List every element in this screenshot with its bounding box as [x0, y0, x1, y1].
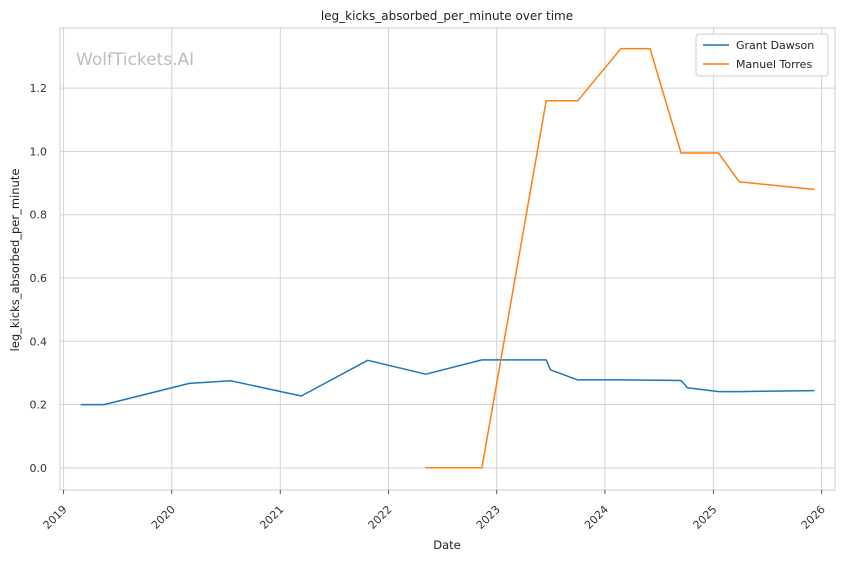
- series-line-manuel-torres: [425, 47, 815, 469]
- y-tick-label: 0.2: [30, 399, 48, 412]
- y-tick-label: 0.4: [30, 335, 48, 348]
- y-axis-title: leg_kicks_absorbed_per_minute: [8, 169, 22, 352]
- series-line-grant-dawson: [80, 359, 815, 406]
- y-tick-label: 0.0: [30, 462, 48, 475]
- x-axis-title: Date: [433, 538, 461, 552]
- legend-label: Grant Dawson: [736, 39, 814, 52]
- y-tick-label: 1.2: [30, 82, 48, 95]
- grid: [60, 28, 835, 490]
- y-tick-label: 0.8: [30, 209, 48, 222]
- legend: Grant Dawson Manuel Torres: [695, 33, 829, 77]
- watermark: WolfTickets.AI: [76, 50, 194, 70]
- y-tick-label: 1.0: [30, 145, 48, 158]
- chart-title: leg_kicks_absorbed_per_minute over time: [321, 9, 573, 23]
- plot-area-frame: [59, 27, 836, 491]
- series-layer: [80, 47, 815, 469]
- legend-label: Manuel Torres: [736, 58, 812, 71]
- y-tick-label: 0.6: [30, 272, 48, 285]
